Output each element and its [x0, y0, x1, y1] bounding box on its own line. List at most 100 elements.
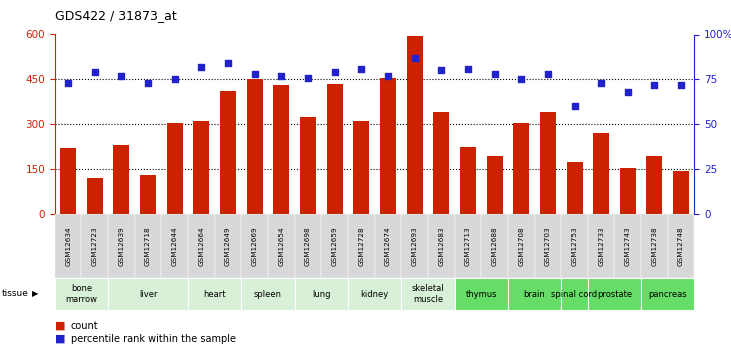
Bar	[428, 214, 455, 278]
Bar	[641, 278, 694, 310]
Point	[115, 73, 127, 79]
Bar	[108, 214, 135, 278]
Bar	[215, 214, 241, 278]
Bar	[162, 214, 188, 278]
Point	[302, 75, 314, 80]
Text: GSM12753: GSM12753	[572, 226, 577, 266]
Bar	[353, 121, 369, 214]
Point	[489, 71, 501, 77]
Bar	[567, 161, 583, 214]
Text: GSM12664: GSM12664	[198, 226, 205, 266]
Bar	[508, 214, 534, 278]
Text: prostate: prostate	[597, 289, 632, 299]
Bar	[481, 214, 508, 278]
Text: lung: lung	[312, 289, 330, 299]
Text: spinal cord: spinal cord	[551, 289, 597, 299]
Point	[62, 80, 74, 86]
Point	[329, 69, 341, 75]
Bar	[295, 214, 322, 278]
Text: tissue: tissue	[1, 289, 29, 298]
Text: bone
marrow: bone marrow	[66, 284, 97, 304]
Bar	[300, 117, 316, 214]
Text: skeletal
muscle: skeletal muscle	[412, 284, 444, 304]
Bar	[55, 214, 81, 278]
Text: GSM12688: GSM12688	[491, 226, 498, 266]
Bar	[188, 214, 215, 278]
Bar	[487, 156, 502, 214]
Bar	[588, 278, 641, 310]
Bar	[268, 214, 295, 278]
Text: GSM12634: GSM12634	[65, 226, 71, 266]
Text: GSM12659: GSM12659	[332, 226, 338, 266]
Bar	[81, 214, 108, 278]
Text: GSM12644: GSM12644	[172, 226, 178, 266]
Point	[89, 69, 101, 75]
Point	[382, 73, 394, 79]
Text: GSM12698: GSM12698	[305, 226, 311, 266]
Bar	[113, 145, 129, 214]
Text: GSM12723: GSM12723	[92, 226, 98, 266]
Text: GSM12693: GSM12693	[412, 226, 417, 266]
Point	[648, 82, 660, 88]
Text: GSM12654: GSM12654	[279, 226, 284, 266]
Bar	[401, 278, 455, 310]
Point	[622, 89, 634, 95]
Bar	[140, 175, 156, 214]
Point	[436, 68, 447, 73]
Bar	[406, 36, 423, 214]
Bar	[241, 278, 295, 310]
Bar	[401, 214, 428, 278]
Bar	[295, 278, 348, 310]
Bar	[508, 278, 561, 310]
Text: GSM12649: GSM12649	[225, 226, 231, 266]
Point	[515, 77, 527, 82]
Bar	[646, 156, 662, 214]
Bar	[273, 85, 289, 214]
Text: heart: heart	[203, 289, 226, 299]
Bar	[220, 91, 236, 214]
Text: liver: liver	[139, 289, 157, 299]
Bar	[561, 214, 588, 278]
Bar	[540, 112, 556, 214]
Text: GSM12748: GSM12748	[678, 226, 684, 266]
Bar	[188, 278, 241, 310]
Point	[542, 71, 553, 77]
Text: spleen: spleen	[254, 289, 282, 299]
Point	[249, 71, 260, 77]
Bar	[534, 214, 561, 278]
Point	[675, 82, 687, 88]
Point	[143, 80, 154, 86]
Bar	[455, 278, 508, 310]
Bar	[380, 78, 396, 214]
Bar	[513, 123, 529, 214]
Bar	[246, 79, 262, 214]
Bar	[327, 84, 343, 214]
Point	[355, 66, 367, 71]
Bar	[322, 214, 348, 278]
Bar	[108, 278, 188, 310]
Text: GSM12674: GSM12674	[385, 226, 391, 266]
Text: GSM12703: GSM12703	[545, 226, 551, 266]
Text: GSM12669: GSM12669	[251, 226, 258, 266]
Bar	[241, 214, 268, 278]
Bar	[673, 170, 689, 214]
Text: brain: brain	[523, 289, 545, 299]
Text: GSM12713: GSM12713	[465, 226, 471, 266]
Text: GSM12728: GSM12728	[358, 226, 364, 266]
Bar	[60, 148, 76, 214]
Text: pancreas: pancreas	[648, 289, 687, 299]
Point	[196, 64, 208, 70]
Bar	[167, 123, 183, 214]
Point	[595, 80, 607, 86]
Point	[409, 55, 420, 61]
Text: ▶: ▶	[32, 289, 39, 298]
Text: GDS422 / 31873_at: GDS422 / 31873_at	[55, 9, 177, 22]
Bar	[374, 214, 401, 278]
Bar	[620, 168, 636, 214]
Bar	[455, 214, 481, 278]
Point	[569, 104, 580, 109]
Text: percentile rank within the sample: percentile rank within the sample	[71, 334, 236, 344]
Bar	[135, 214, 162, 278]
Text: thymus: thymus	[466, 289, 497, 299]
Text: GSM12639: GSM12639	[118, 226, 124, 266]
